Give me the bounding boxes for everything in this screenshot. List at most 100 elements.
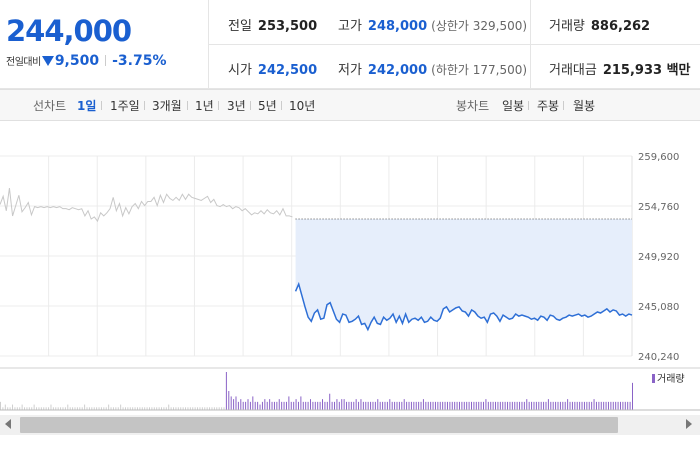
tab-1year[interactable]: 1년 (195, 99, 214, 113)
volume-bar (470, 401, 472, 410)
volume-bar (593, 399, 595, 410)
volume-bar (617, 401, 619, 410)
line-chart-header: 선차트 (33, 99, 67, 113)
volume-bar (552, 401, 554, 410)
y-tick-label: 245,080 (638, 302, 679, 313)
tab-1week[interactable]: 1주일 (110, 99, 140, 113)
stat-high: 고가 248,000 (상한가 329,500) (338, 15, 527, 34)
scroll-right-icon[interactable] (686, 419, 692, 429)
tab-divider (250, 101, 251, 110)
y-axis-ticks: 259,600 254,760 249,920 245,080 240,240 (638, 152, 679, 363)
volume-bar (382, 401, 384, 410)
volume-bar (98, 407, 100, 410)
volume-bar (175, 407, 177, 410)
volume-bar (531, 401, 533, 410)
stat-open: 시가 242,500 (228, 59, 317, 78)
volume-bar (588, 401, 590, 410)
volume-bar (57, 407, 59, 410)
volume-bar (288, 396, 290, 410)
volume-bar (194, 407, 196, 410)
volume-bar (377, 399, 379, 410)
volume-bar (93, 407, 95, 410)
volume-bar (348, 401, 350, 410)
volume-bar (14, 407, 16, 410)
volume-bar (545, 401, 547, 410)
tab-5years[interactable]: 5년 (258, 99, 277, 113)
volume-bar (350, 401, 352, 410)
tab-weekly-candle[interactable]: 주봉 (537, 99, 560, 113)
volume-bar (31, 407, 33, 410)
volume-bar (237, 401, 239, 410)
volume-bar (290, 401, 292, 410)
volume-bar (355, 399, 357, 410)
volume-bar (213, 407, 215, 410)
stat-label: 거래대금 (549, 63, 597, 78)
volume-bar (410, 401, 412, 410)
volume-bar (509, 401, 511, 410)
volume-bar (629, 401, 631, 410)
volume-bar (454, 401, 456, 410)
volume-bar (40, 407, 42, 410)
volume-bar (158, 407, 160, 410)
tab-10years[interactable]: 10년 (289, 99, 316, 113)
volume-bar (168, 404, 170, 410)
volume-bar (384, 401, 386, 410)
volume-bar (26, 407, 28, 410)
tab-1day[interactable]: 1일 (77, 99, 97, 113)
volume-bar (458, 401, 460, 410)
tab-3years[interactable]: 3년 (227, 99, 246, 113)
tab-3months[interactable]: 3개월 (152, 99, 182, 113)
volume-bar (492, 401, 494, 410)
volume-bar (50, 404, 52, 410)
stat-trade-value: 거래대금 215,933 백만 (549, 59, 691, 78)
volume-bar (425, 401, 427, 410)
volume-bar (439, 401, 441, 410)
volume-bar (117, 407, 119, 410)
volume-bar (374, 401, 376, 410)
volume-bar (259, 404, 261, 410)
volume-bar (257, 401, 259, 410)
volume-bar (569, 401, 571, 410)
volume-bar (55, 407, 57, 410)
volume-bar (105, 407, 107, 410)
volume-bar (69, 407, 71, 410)
volume-bar (394, 401, 396, 410)
volume-bar (67, 404, 69, 410)
stat-value: 253,500 (257, 19, 318, 34)
volume-bar (528, 401, 530, 410)
volume-bar (81, 407, 83, 410)
volume-bar (124, 407, 126, 410)
volume-bar (132, 407, 134, 410)
scrollbar-thumb[interactable] (20, 417, 618, 433)
volume-bar (389, 399, 391, 410)
volume-bar (86, 407, 88, 410)
tab-daily-candle[interactable]: 일봉 (502, 99, 525, 113)
volume-bar (100, 407, 102, 410)
volume-bar (122, 407, 124, 410)
volume-bar (478, 401, 480, 410)
volume-bar (245, 401, 247, 410)
previous-session-line (0, 187, 293, 223)
volume-bar (278, 399, 280, 410)
tab-monthly-candle[interactable]: 월봉 (573, 99, 596, 113)
volume-bar (165, 407, 167, 410)
volume-bar (507, 401, 509, 410)
volume-bar (240, 399, 242, 410)
volume-bar (218, 407, 220, 410)
price-box: 244,000 전일대비 9,500 -3.75% (0, 0, 209, 88)
volume-bar (319, 401, 321, 410)
volume-bar (48, 407, 50, 410)
candle-chart-header: 봉차트 (456, 99, 490, 113)
volume-bar (543, 401, 545, 410)
volume-bar (52, 407, 54, 410)
volume-bar (115, 407, 117, 410)
volume-bar (139, 407, 141, 410)
volume-bar (624, 401, 626, 410)
volume-bar (483, 401, 485, 410)
volume-bar (88, 407, 90, 410)
scroll-left-icon[interactable] (5, 419, 11, 429)
volume-bar (497, 401, 499, 410)
change-row: 전일대비 9,500 -3.75% (6, 53, 167, 69)
volume-bar (309, 399, 311, 410)
tab-divider (187, 101, 188, 110)
